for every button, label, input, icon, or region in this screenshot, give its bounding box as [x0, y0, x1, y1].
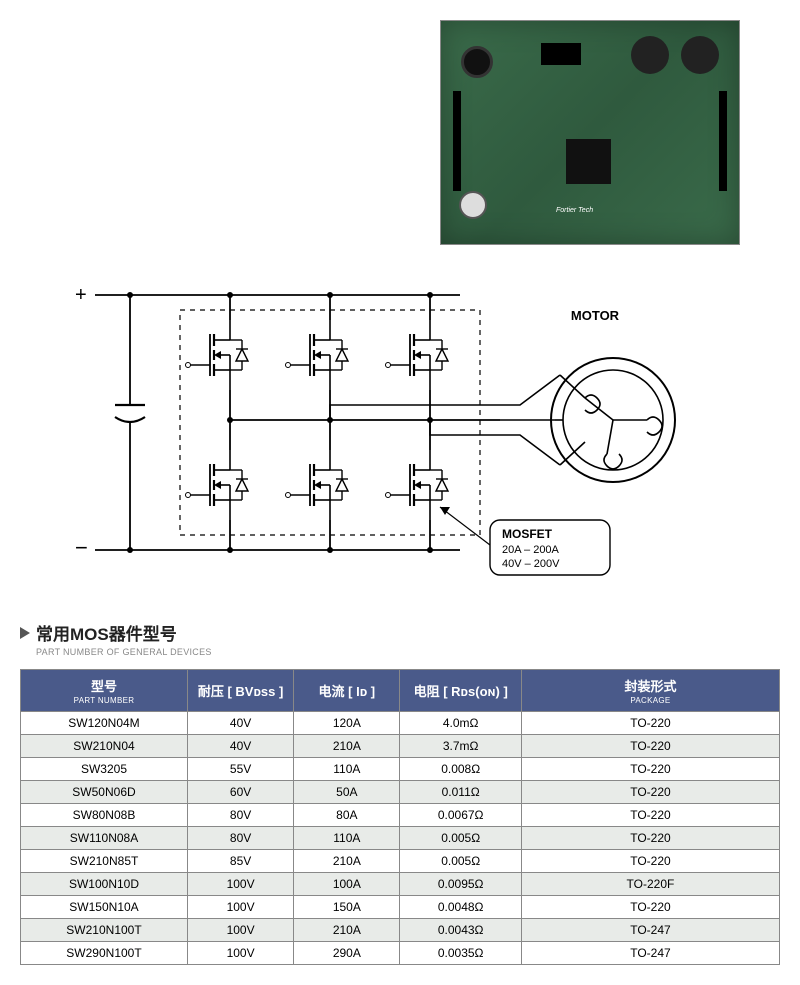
table-cell: TO-220: [521, 781, 779, 804]
table-cell: SW210N85T: [21, 850, 188, 873]
section-header: 常用MOS器件型号: [20, 620, 780, 645]
table-cell: 55V: [187, 758, 293, 781]
table-cell: 3.7mΩ: [400, 735, 521, 758]
table-header: 型号PART NUMBER: [21, 670, 188, 712]
table-cell: TO-220: [521, 850, 779, 873]
table-cell: 110A: [294, 758, 400, 781]
table-cell: 0.0067Ω: [400, 804, 521, 827]
table-cell: SW290N100T: [21, 942, 188, 965]
section-title-cn: 常用MOS器件型号: [36, 620, 177, 645]
table-cell: 4.0mΩ: [400, 712, 521, 735]
table-header: 电流 [ Iᴅ ]: [294, 670, 400, 712]
table-cell: TO-247: [521, 919, 779, 942]
plus-label: +: [75, 284, 87, 306]
table-cell: 40V: [187, 735, 293, 758]
table-cell: 0.008Ω: [400, 758, 521, 781]
table-row: SW210N100T100V210A0.0043ΩTO-247: [21, 919, 780, 942]
table-cell: 80A: [294, 804, 400, 827]
section-title-en: PART NUMBER OF GENERAL DEVICES: [36, 647, 780, 657]
table-row: SW290N100T100V290A0.0035ΩTO-247: [21, 942, 780, 965]
table-cell: 100V: [187, 919, 293, 942]
table-cell: 0.005Ω: [400, 850, 521, 873]
table-row: SW210N85T85V210A0.005ΩTO-220: [21, 850, 780, 873]
table-cell: TO-220: [521, 758, 779, 781]
table-row: SW80N08B80V80A0.0067ΩTO-220: [21, 804, 780, 827]
table-cell: SW50N06D: [21, 781, 188, 804]
table-cell: 0.0035Ω: [400, 942, 521, 965]
table-header: 耐压 [ BVᴅss ]: [187, 670, 293, 712]
table-cell: 0.005Ω: [400, 827, 521, 850]
pcb-photo: Fortier Tech: [20, 20, 740, 245]
table-cell: TO-220: [521, 827, 779, 850]
table-row: SW320555V110A0.008ΩTO-220: [21, 758, 780, 781]
table-cell: TO-247: [521, 942, 779, 965]
three-phase-bridge-schematic: + −: [20, 255, 780, 590]
table-cell: 80V: [187, 804, 293, 827]
table-cell: 120A: [294, 712, 400, 735]
pcb-logo-text: Fortier Tech: [556, 207, 593, 214]
mos-table: 型号PART NUMBER耐压 [ BVᴅss ]电流 [ Iᴅ ]电阻 [ R…: [20, 669, 780, 965]
table-cell: SW120N04M: [21, 712, 188, 735]
table-cell: SW150N10A: [21, 896, 188, 919]
table-cell: 80V: [187, 827, 293, 850]
table-cell: SW3205: [21, 758, 188, 781]
table-cell: 40V: [187, 712, 293, 735]
table-row: SW210N0440V210A3.7mΩTO-220: [21, 735, 780, 758]
table-cell: 210A: [294, 850, 400, 873]
table-cell: 0.011Ω: [400, 781, 521, 804]
table-header: 电阻 [ Rᴅs(ᴏɴ) ]: [400, 670, 521, 712]
table-cell: 290A: [294, 942, 400, 965]
table-cell: TO-220F: [521, 873, 779, 896]
table-cell: TO-220: [521, 712, 779, 735]
table-cell: 85V: [187, 850, 293, 873]
table-cell: SW210N100T: [21, 919, 188, 942]
motor-label: MOTOR: [571, 308, 620, 323]
table-cell: 100V: [187, 896, 293, 919]
arrow-icon: [20, 627, 30, 639]
table-cell: TO-220: [521, 735, 779, 758]
table-row: SW120N04M40V120A4.0mΩTO-220: [21, 712, 780, 735]
table-row: SW110N08A80V110A0.005ΩTO-220: [21, 827, 780, 850]
table-cell: 100V: [187, 942, 293, 965]
table-row: SW150N10A100V150A0.0048ΩTO-220: [21, 896, 780, 919]
table-cell: 100A: [294, 873, 400, 896]
table-cell: SW210N04: [21, 735, 188, 758]
table-cell: SW110N08A: [21, 827, 188, 850]
table-cell: 100V: [187, 873, 293, 896]
table-cell: 0.0095Ω: [400, 873, 521, 896]
table-cell: 110A: [294, 827, 400, 850]
table-cell: 150A: [294, 896, 400, 919]
callout-title: MOSFET: [502, 527, 553, 541]
table-row: SW100N10D100V100A0.0095ΩTO-220F: [21, 873, 780, 896]
table-row: SW50N06D60V50A0.011ΩTO-220: [21, 781, 780, 804]
table-cell: SW100N10D: [21, 873, 188, 896]
table-cell: SW80N08B: [21, 804, 188, 827]
table-cell: TO-220: [521, 896, 779, 919]
callout-line1: 20A – 200A: [502, 544, 560, 556]
callout-line2: 40V – 200V: [502, 558, 560, 570]
minus-label: −: [75, 535, 88, 560]
table-cell: 0.0043Ω: [400, 919, 521, 942]
table-cell: 210A: [294, 735, 400, 758]
table-cell: 50A: [294, 781, 400, 804]
table-header: 封装形式PACKAGE: [521, 670, 779, 712]
table-cell: 210A: [294, 919, 400, 942]
table-cell: 0.0048Ω: [400, 896, 521, 919]
table-cell: TO-220: [521, 804, 779, 827]
table-cell: 60V: [187, 781, 293, 804]
